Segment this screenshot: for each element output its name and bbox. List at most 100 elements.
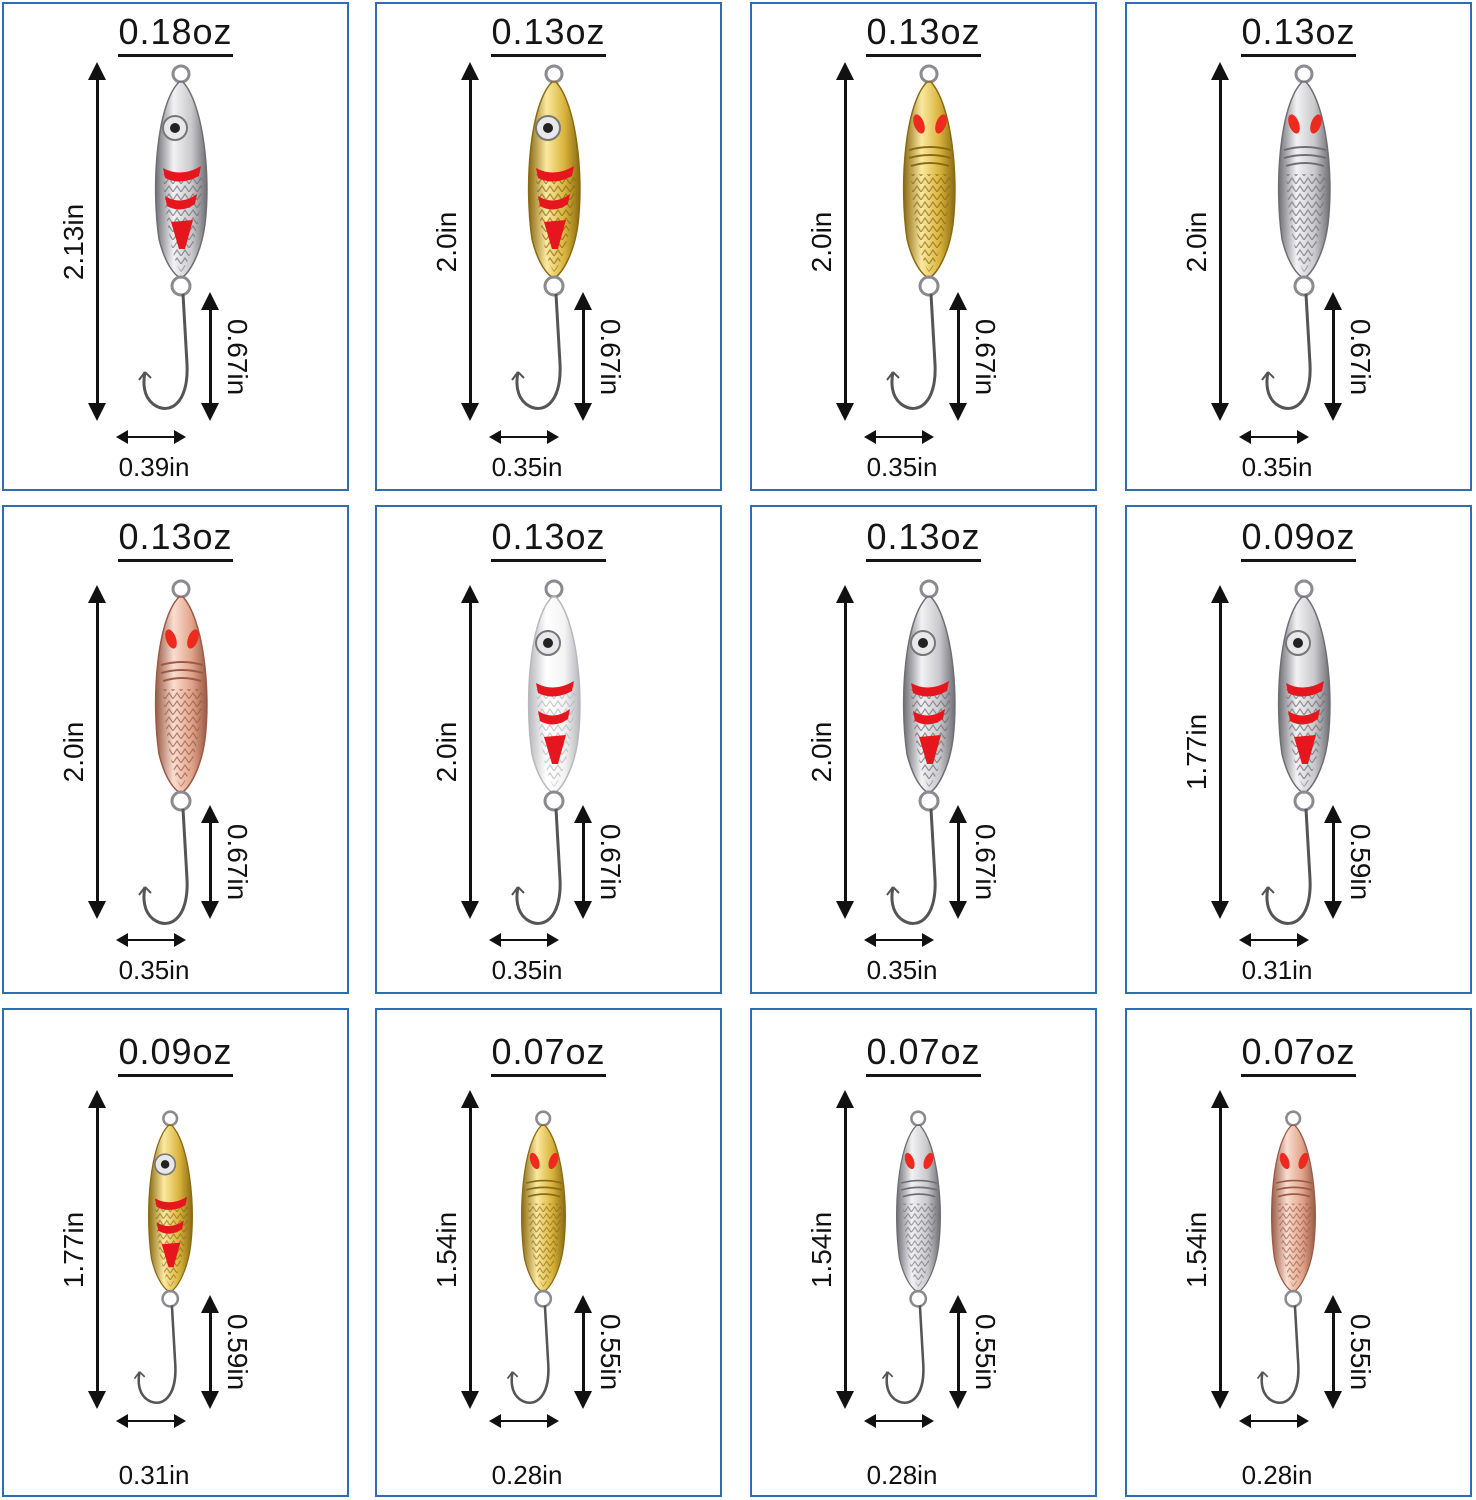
length-arrow-icon	[461, 585, 479, 919]
weight-label: 0.07oz	[377, 1032, 720, 1077]
length-arrow-icon	[836, 1090, 854, 1409]
length-label: 1.77in	[1181, 713, 1212, 791]
lure-card-11: 0.07oz 1.54in 0.55in 0.28in	[750, 1008, 1097, 1497]
weight-label: 0.13oz	[4, 517, 347, 562]
hook-length-arrow-icon	[201, 292, 219, 421]
spoon-lure-image	[886, 64, 956, 410]
length-label: 1.77in	[58, 1211, 89, 1288]
hook-width-arrow-icon	[116, 933, 186, 947]
lure-card-8: 0.09oz 1.77in 0.59in 0.31in	[1125, 505, 1472, 994]
lure-card-7: 0.13oz 2.0in 0.67in 0.35in	[750, 505, 1097, 994]
hook-length-label: 0.55in	[970, 1313, 1001, 1391]
lure-card-12: 0.07oz 1.54in 0.55in 0.28in	[1125, 1008, 1472, 1497]
hook-length-arrow-icon	[949, 1295, 967, 1409]
weight-label: 0.13oz	[1127, 12, 1470, 57]
spoon-lure-image	[881, 1110, 941, 1405]
weight-label: 0.07oz	[1127, 1032, 1470, 1077]
hook-width-arrow-icon	[489, 933, 559, 947]
spoon-lure-image	[1261, 64, 1331, 410]
hook-width-arrow-icon	[1239, 1414, 1309, 1428]
weight-label: 0.09oz	[1127, 517, 1470, 562]
spoon-lure-image	[138, 64, 208, 410]
hook-length-label: 0.55in	[1345, 1313, 1376, 1391]
length-arrow-icon	[461, 62, 479, 421]
hook-length-arrow-icon	[1324, 292, 1342, 421]
lure-card-6: 0.13oz 2.0in 0.67in 0.35in	[375, 505, 722, 994]
spoon-lure-image	[1261, 579, 1331, 925]
lure-card-9: 0.09oz 1.77in 0.59in 0.31in	[2, 1008, 349, 1497]
hook-width-arrow-icon	[1239, 430, 1309, 444]
hook-width-arrow-icon	[489, 430, 559, 444]
hook-width-label: 0.35in	[866, 955, 938, 985]
lure-card-4: 0.13oz 2.0in 0.67in 0.35in	[1125, 2, 1472, 491]
hook-length-label: 0.55in	[595, 1313, 626, 1391]
lure-card-2: 0.13oz 2.0in 0.67in 0.35in	[375, 2, 722, 491]
weight-label: 0.13oz	[752, 517, 1095, 562]
hook-width-label: 0.35in	[491, 955, 563, 985]
length-arrow-icon	[836, 585, 854, 919]
hook-width-label: 0.35in	[118, 955, 190, 985]
hook-width-label: 0.28in	[491, 1460, 563, 1490]
hook-width-label: 0.31in	[1241, 955, 1313, 985]
hook-width-label: 0.28in	[866, 1460, 938, 1490]
lure-card-3: 0.13oz 2.0in 0.67in 0.35in	[750, 2, 1097, 491]
hook-width-label: 0.39in	[118, 452, 190, 482]
weight-label: 0.09oz	[4, 1032, 347, 1077]
length-label: 2.0in	[806, 721, 837, 783]
length-arrow-icon	[88, 62, 106, 421]
lure-card-5: 0.13oz 2.0in 0.67in 0.35in	[2, 505, 349, 994]
length-arrow-icon	[836, 62, 854, 421]
hook-length-arrow-icon	[1324, 1295, 1342, 1409]
weight-label: 0.07oz	[752, 1032, 1095, 1077]
spoon-lure-image	[511, 579, 581, 925]
weight-label: 0.13oz	[752, 12, 1095, 57]
length-label: 2.13in	[58, 203, 89, 280]
hook-width-label: 0.31in	[118, 1460, 190, 1490]
hook-length-arrow-icon	[949, 805, 967, 919]
hook-length-label: 0.67in	[222, 318, 253, 395]
length-arrow-icon	[1211, 585, 1229, 919]
hook-length-arrow-icon	[1324, 805, 1342, 919]
hook-length-arrow-icon	[574, 292, 592, 421]
hook-length-label: 0.59in	[222, 1313, 253, 1391]
hook-width-arrow-icon	[864, 430, 934, 444]
hook-length-label: 0.67in	[595, 318, 626, 395]
hook-width-label: 0.28in	[1241, 1460, 1313, 1490]
length-label: 2.0in	[806, 211, 837, 272]
length-arrow-icon	[1211, 1090, 1229, 1409]
weight-label: 0.13oz	[377, 517, 720, 562]
hook-length-label: 0.67in	[970, 318, 1001, 395]
hook-length-label: 0.59in	[1345, 823, 1376, 901]
hook-width-label: 0.35in	[866, 452, 938, 482]
spoon-lure-image	[138, 579, 208, 925]
length-arrow-icon	[461, 1090, 479, 1409]
length-arrow-icon	[1211, 62, 1229, 421]
hook-length-label: 0.67in	[1345, 318, 1376, 395]
spoon-lure-image	[511, 64, 581, 410]
hook-length-arrow-icon	[949, 292, 967, 421]
hook-width-label: 0.35in	[491, 452, 563, 482]
hook-length-label: 0.67in	[595, 823, 626, 901]
hook-width-label: 0.35in	[1241, 452, 1313, 482]
length-label: 2.0in	[1181, 211, 1212, 272]
length-arrow-icon	[88, 585, 106, 919]
hook-width-arrow-icon	[489, 1414, 559, 1428]
hook-length-arrow-icon	[574, 1295, 592, 1409]
hook-length-label: 0.67in	[222, 823, 253, 901]
hook-width-arrow-icon	[116, 430, 186, 444]
hook-length-label: 0.67in	[970, 823, 1001, 901]
spoon-lure-image	[1256, 1110, 1316, 1405]
weight-label: 0.18oz	[4, 12, 347, 57]
length-label: 2.0in	[431, 721, 462, 783]
hook-length-arrow-icon	[201, 1295, 219, 1409]
length-label: 2.0in	[58, 721, 89, 783]
spoon-lure-image	[133, 1110, 193, 1405]
length-label: 1.54in	[806, 1211, 837, 1288]
weight-label: 0.13oz	[377, 12, 720, 57]
lure-card-10: 0.07oz 1.54in 0.55in 0.28in	[375, 1008, 722, 1497]
hook-width-arrow-icon	[864, 1414, 934, 1428]
hook-width-arrow-icon	[116, 1414, 186, 1428]
hook-width-arrow-icon	[1239, 933, 1309, 947]
hook-width-arrow-icon	[864, 933, 934, 947]
length-arrow-icon	[88, 1090, 106, 1409]
